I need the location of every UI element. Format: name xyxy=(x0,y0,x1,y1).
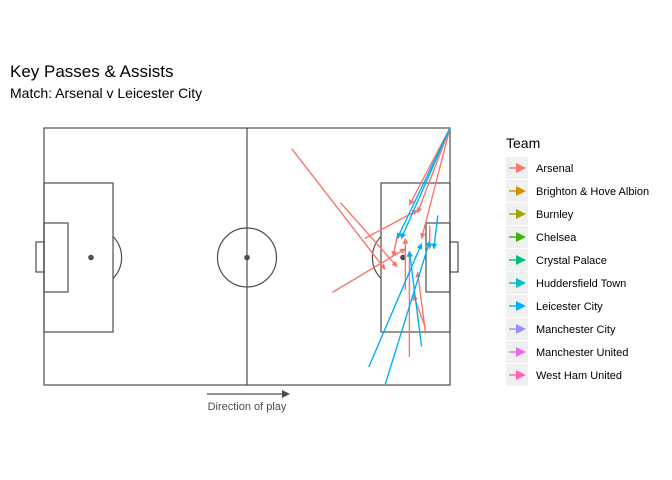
legend-item-manchester-city: Manchester City xyxy=(506,318,616,340)
legend-label: Leicester City xyxy=(536,301,603,313)
pass-arrow-arsenal xyxy=(364,209,419,240)
legend-arrow-icon xyxy=(516,347,526,357)
legend: Team Arsenal Brighton & Hove Albion Burnle… xyxy=(506,135,649,386)
legend-arrow-icon xyxy=(516,163,526,173)
legend-item-chelsea: Chelsea xyxy=(506,226,577,248)
left-six-yard-box xyxy=(43,222,69,293)
legend-arrow-icon xyxy=(516,370,526,380)
right-penalty-spot xyxy=(400,254,406,261)
legend-label: Chelsea xyxy=(536,232,577,244)
left-penalty-arc xyxy=(112,236,123,279)
legend-label: Huddersfield Town xyxy=(536,278,626,290)
pass-arrow-leicester-city xyxy=(384,240,431,386)
pass-arrow-arsenal xyxy=(420,127,451,240)
legend-item-manchester-united: Manchester United xyxy=(506,341,628,363)
pass-arrow-leicester-city xyxy=(407,250,423,347)
legend-item-huddersfield-town: Huddersfield Town xyxy=(506,272,626,294)
legend-label: Brighton & Hove Albion xyxy=(536,186,649,198)
legend-label: Crystal Palace xyxy=(536,255,607,267)
legend-arrow-icon xyxy=(516,278,526,288)
center-circle xyxy=(216,227,278,288)
pass-arrow-leicester-city xyxy=(396,127,451,240)
legend-arrow-icon xyxy=(516,232,526,242)
legend-item-leicester-city: Leicester City xyxy=(506,295,603,317)
legend-label: Manchester City xyxy=(536,324,616,336)
legend-arrow-icon xyxy=(516,301,526,311)
direction-of-play: Direction of play xyxy=(207,390,290,413)
legend-label: Manchester United xyxy=(536,347,628,359)
legend-label: Burnley xyxy=(536,209,574,221)
legend-item-arsenal: Arsenal xyxy=(506,157,573,179)
direction-arrow-icon xyxy=(282,390,290,398)
legend-label: Arsenal xyxy=(536,163,573,175)
pass-arrow-arsenal xyxy=(339,202,398,268)
legend-arrow-icon xyxy=(516,324,526,334)
pass-arrow-leicester-city xyxy=(431,215,439,250)
legend-arrow-icon xyxy=(516,186,526,196)
left-penalty-area xyxy=(43,182,114,333)
center-spot xyxy=(244,254,250,261)
right-penalty-arc xyxy=(371,236,382,279)
legend-item-crystal-palace: Crystal Palace xyxy=(506,249,607,271)
pitch xyxy=(35,127,459,386)
legend-item-burnley: Burnley xyxy=(506,203,574,225)
legend-item-brighton-hove-albion: Brighton & Hove Albion xyxy=(506,180,649,202)
legend-item-west-ham-united: West Ham United xyxy=(506,364,622,386)
right-goal xyxy=(449,241,459,273)
left-penalty-spot xyxy=(88,254,94,261)
pass-arrow-arsenal xyxy=(331,248,406,294)
pass-arrow-arsenal xyxy=(391,235,398,258)
pass-arrows xyxy=(291,127,451,386)
chart-title: Key Passes & Assists xyxy=(10,62,173,81)
direction-label: Direction of play xyxy=(208,401,287,413)
legend-arrow-icon xyxy=(516,209,526,219)
legend-label: West Ham United xyxy=(536,370,622,382)
chart-subtitle: Match: Arsenal v Leicester City xyxy=(10,85,202,101)
legend-arrow-icon xyxy=(516,255,526,265)
pass-arrow-arsenal xyxy=(291,148,386,270)
pass-arrow-arsenal xyxy=(416,127,451,214)
left-goal xyxy=(35,241,45,273)
pass-arrow-leicester-city xyxy=(368,243,423,368)
legend-title: Team xyxy=(506,135,540,151)
